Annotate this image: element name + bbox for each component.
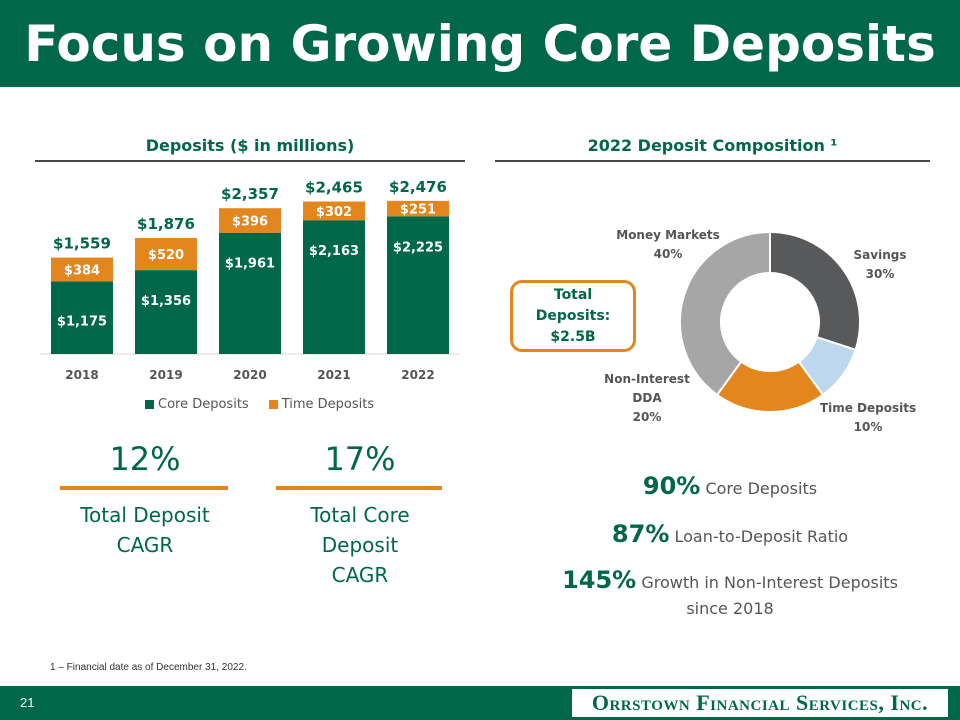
- bar-core-2021: [303, 220, 365, 354]
- kpi-core-deposit-cagr-label: Total Core Deposit CAGR: [265, 500, 455, 590]
- kpi-2-line-2: Deposit: [321, 533, 399, 557]
- page-title: Focus on Growing Core Deposits: [24, 14, 936, 73]
- stat-core-deposits: 90% Core Deposits: [540, 472, 920, 500]
- deposit-composition-donut: Savings 30% Time Deposits 10% Non-Interest DD…: [604, 228, 916, 434]
- bar-chart-legend: Core Deposits Time Deposits: [145, 397, 374, 412]
- label-total-2021: $2,465: [305, 179, 363, 197]
- x-tick-2022: 2022: [401, 368, 434, 382]
- legend-time-label: Time Deposits: [281, 397, 375, 412]
- footer-bar: 21 Orrstown Financial Services, Inc.: [0, 686, 960, 720]
- kpi-total-deposit-cagr-label: Total Deposit CAGR: [50, 500, 240, 560]
- stat-1-value: 90%: [642, 472, 701, 500]
- company-logo: Orrstown Financial Services, Inc.: [572, 689, 948, 717]
- deposits-heading: Deposits ($ in millions): [145, 136, 355, 155]
- label-total-2022: $2,476: [389, 178, 447, 196]
- kpi-1-line-1: Total Deposit: [80, 503, 210, 527]
- total-deposits-callout: Total Deposits: $2.5B: [510, 280, 636, 352]
- label-time-2022: $251: [400, 203, 436, 218]
- stat-loan-to-deposit: 87% Loan-to-Deposit Ratio: [540, 520, 920, 548]
- bar-time-2019: [135, 237, 197, 271]
- donut-label-time-deposits-0: Time Deposits: [820, 401, 916, 415]
- bar-core-2019: [135, 270, 197, 354]
- bar-core-2018: [51, 281, 113, 354]
- page-number: 21: [20, 695, 35, 710]
- label-core-2022: $2,225: [393, 240, 443, 255]
- bar-time-2020: [219, 208, 281, 233]
- kpi-2-line-3: CAGR: [331, 563, 389, 587]
- label-total-2018: $1,559: [53, 235, 111, 253]
- deposits-heading-rule: [35, 160, 465, 162]
- bar-core-2020: [219, 232, 281, 354]
- label-time-2021: $302: [316, 205, 352, 220]
- label-time-2020: $396: [232, 214, 268, 229]
- stat-3-value: 145%: [562, 566, 637, 594]
- kpi-1-line-2: CAGR: [116, 533, 174, 557]
- legend-core-swatch: [145, 400, 154, 409]
- x-tick-2020: 2020: [233, 368, 266, 382]
- donut-label-money-markets-0: Money Markets: [616, 228, 720, 242]
- label-time-2019: $520: [148, 248, 184, 263]
- donut-pct-non-interest-dda: 20%: [633, 410, 662, 424]
- label-time-2018: $384: [64, 263, 100, 278]
- donut-slice-savings: [769, 230, 861, 352]
- label-core-2019: $1,356: [141, 294, 191, 309]
- donut-slice-money-markets: [679, 230, 771, 397]
- legend-time-deposits: Time Deposits: [268, 397, 375, 412]
- bar-time-2022: [387, 200, 449, 217]
- bar-time-2021: [303, 201, 365, 221]
- x-tick-2018: 2018: [65, 368, 98, 382]
- legend-core-deposits: Core Deposits: [145, 397, 249, 412]
- kpi-1-rule: [60, 486, 228, 490]
- callout-line-2: Deposits:: [535, 307, 611, 324]
- callout-line-3: $2.5B: [550, 328, 596, 345]
- donut-pct-time-deposits: 10%: [854, 420, 883, 434]
- composition-heading: 2022 Deposit Composition ¹: [587, 136, 838, 155]
- donut-label-non-interest-dda-0: Non-Interest: [604, 372, 690, 386]
- kpi-core-deposit-cagr-value: 17%: [324, 440, 396, 478]
- stat-2-text: Loan-to-Deposit Ratio: [674, 527, 849, 546]
- stat-3-text-2: since 2018: [686, 599, 774, 618]
- legend-core-label: Core Deposits: [158, 397, 249, 412]
- x-tick-2021: 2021: [317, 368, 350, 382]
- x-tick-2019: 2019: [149, 368, 182, 382]
- legend-time-swatch: [268, 400, 278, 409]
- donut-label-non-interest-dda-1: DDA: [632, 391, 662, 405]
- footnote: 1 – Financial date as of December 31, 20…: [50, 662, 247, 673]
- composition-heading-rule: [495, 160, 930, 162]
- donut-pct-savings: 30%: [866, 267, 895, 281]
- donut-label-savings-0: Savings: [854, 248, 907, 262]
- callout-line-1: Total: [553, 286, 593, 303]
- kpi-2-rule: [276, 486, 442, 490]
- label-total-2020: $2,357: [221, 185, 279, 203]
- label-total-2019: $1,876: [137, 215, 195, 233]
- kpi-total-deposit-cagr-value: 12%: [109, 440, 181, 478]
- bar-time-2018: [51, 257, 113, 282]
- label-core-2018: $1,175: [57, 314, 107, 329]
- donut-pct-money-markets: 40%: [654, 247, 683, 261]
- stat-non-interest-growth: 145% Growth in Non-Interest Deposits sin…: [540, 567, 920, 622]
- stat-1-text: Core Deposits: [705, 479, 818, 498]
- stat-2-value: 87%: [611, 520, 670, 548]
- stat-3-text: Growth in Non-Interest Deposits: [641, 573, 898, 592]
- label-core-2021: $2,163: [309, 244, 359, 259]
- title-bar: Focus on Growing Core Deposits: [0, 0, 960, 87]
- bar-core-2022: [387, 216, 449, 354]
- deposits-bar-chart: $1,175 $384 $1,559 2018 $1,356 $520 $1,876 2019…: [40, 178, 460, 382]
- label-core-2020: $1,961: [225, 257, 275, 272]
- kpi-2-line-1: Total Core: [310, 503, 410, 527]
